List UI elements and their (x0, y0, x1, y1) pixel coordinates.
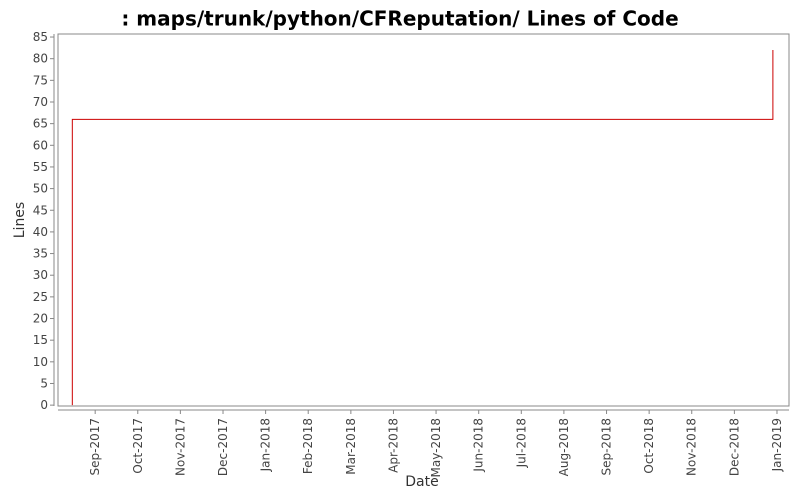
x-tick-label: Nov-2017 (173, 418, 187, 476)
y-tick-label: 25 (33, 290, 48, 304)
y-tick-label: 0 (40, 398, 48, 412)
x-tick-label: Sep-2018 (600, 418, 614, 476)
y-tick-label: 10 (33, 355, 48, 369)
x-axis-label: Date (405, 474, 438, 490)
x-tick-label: Dec-2017 (216, 418, 230, 476)
x-tick-label: Oct-2018 (642, 418, 656, 474)
y-axis-label: Lines (12, 202, 28, 238)
x-tick-label: Sep-2017 (88, 418, 102, 476)
y-tick-label: 15 (33, 333, 48, 347)
y-tick-label: 45 (33, 203, 48, 217)
y-tick-label: 65 (33, 117, 48, 131)
data-line (71, 50, 774, 406)
y-tick-label: 60 (33, 138, 48, 152)
plot-area (57, 33, 790, 407)
y-tick-label: 40 (33, 225, 48, 239)
y-tick-label: 70 (33, 95, 48, 109)
y-tick-label: 5 (40, 376, 48, 390)
y-tick-label: 30 (33, 268, 48, 282)
y-tick-label: 20 (33, 312, 48, 326)
x-tick-label: Oct-2017 (131, 418, 145, 474)
y-tick-label: 85 (33, 30, 48, 44)
x-tick-label: Jan-2019 (770, 418, 784, 472)
x-tick-label: Jan-2018 (259, 418, 273, 472)
x-tick-label: Jun-2018 (472, 418, 486, 473)
y-tick-label: 55 (33, 160, 48, 174)
x-tick-label: Dec-2018 (727, 418, 741, 476)
x-tick-label: Nov-2018 (685, 418, 699, 476)
y-tick-label: 75 (33, 73, 48, 87)
y-tick-label: 35 (33, 247, 48, 261)
x-tick-label: Jul-2018 (514, 418, 528, 468)
x-tick-label: Apr-2018 (386, 418, 400, 473)
x-tick-label: Aug-2018 (557, 418, 571, 476)
x-tick-label: Feb-2018 (301, 418, 315, 474)
x-tick-label: Mar-2018 (344, 418, 358, 475)
y-tick-label: 80 (33, 52, 48, 66)
y-tick-label: 50 (33, 182, 48, 196)
chart-title: : maps/trunk/python/CFReputation/ Lines … (121, 7, 678, 31)
x-tick-label: May-2018 (429, 418, 443, 477)
